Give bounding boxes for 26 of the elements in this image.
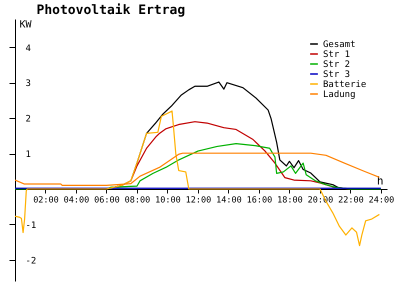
- x-tick-label: 16:00: [246, 195, 272, 206]
- y-tick-label: 3: [26, 79, 31, 90]
- x-tick-label: 22:00: [338, 195, 364, 206]
- y-tick-label: -2: [26, 256, 36, 266]
- y-tick-label: 4: [26, 44, 31, 54]
- x-tick-label: 08:00: [124, 195, 150, 206]
- x-tick-label: 24:00: [368, 195, 394, 206]
- legend-label: Str 2: [323, 60, 350, 70]
- legend-label: Ladung: [323, 90, 356, 100]
- y-axis-title: KW: [20, 20, 33, 30]
- x-axis-title: h: [376, 174, 384, 188]
- x-tick-label: 02:00: [33, 195, 59, 206]
- y-tick-label: -1: [26, 220, 36, 231]
- y-tick-label: 1: [26, 150, 31, 160]
- x-tick-label: 12:00: [186, 195, 212, 206]
- x-tick-label: 14:00: [216, 195, 242, 206]
- legend-label: Gesamt: [323, 40, 356, 50]
- y-tick-label: 2: [26, 114, 31, 125]
- chart-title: Photovoltaik Ertrag: [36, 3, 186, 18]
- legend-label: Str 3: [323, 70, 350, 80]
- legend-label: Str 1: [323, 50, 350, 60]
- x-tick-label: 18:00: [277, 195, 303, 206]
- x-tick-label: 04:00: [64, 195, 90, 206]
- x-tick-label: 10:00: [155, 195, 181, 206]
- legend-label: Batterie: [323, 80, 366, 90]
- x-tick-label: 06:00: [94, 195, 120, 206]
